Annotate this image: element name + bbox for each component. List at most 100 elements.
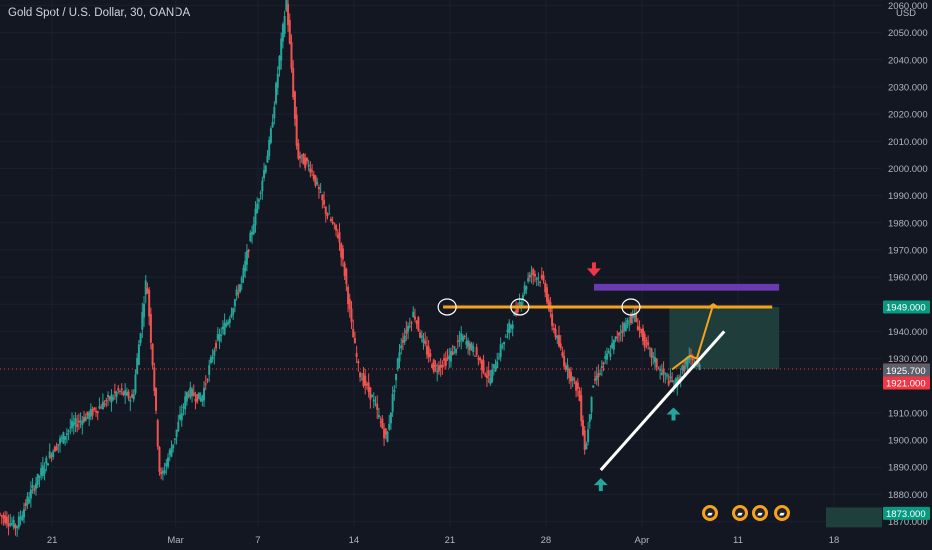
- candle-body: [168, 450, 171, 455]
- candle-body: [206, 379, 209, 381]
- candle-body: [355, 353, 358, 358]
- x-axis-label: 18: [829, 535, 840, 546]
- candle-body: [228, 318, 231, 324]
- candle-body: [540, 274, 543, 279]
- candle-body: [107, 395, 110, 398]
- candle-body: [172, 444, 175, 449]
- candle-body: [221, 326, 224, 330]
- candle-body: [204, 383, 207, 385]
- candle-body: [425, 345, 428, 355]
- candle-body: [480, 359, 483, 370]
- trend-line: [599, 330, 726, 471]
- candle-body: [539, 281, 542, 283]
- candle-body: [275, 83, 278, 104]
- candle-body: [650, 348, 653, 358]
- candle-body: [196, 394, 199, 403]
- candle-body: [38, 476, 41, 478]
- candle-body: [2, 515, 5, 519]
- candle-body: [256, 203, 259, 213]
- candle-body: [127, 391, 130, 399]
- candle-body: [0, 515, 3, 517]
- candle-body: [484, 373, 487, 376]
- candle-body: [419, 332, 422, 338]
- candle-body: [571, 377, 574, 382]
- candle-body: [14, 524, 17, 529]
- candle-body: [86, 411, 89, 416]
- candle-body: [242, 267, 245, 277]
- candle-body: [276, 73, 279, 88]
- candle-body: [331, 221, 334, 224]
- candle-body: [492, 364, 495, 368]
- up-arrow-icon: [666, 407, 681, 421]
- candle-body: [177, 421, 180, 432]
- candle-body: [494, 366, 497, 372]
- candle-body: [293, 91, 296, 119]
- candle-body: [665, 375, 668, 377]
- candle-body: [645, 340, 648, 342]
- candle-body: [281, 24, 284, 42]
- candle-body: [629, 315, 632, 324]
- event-icon-inner: [755, 508, 765, 518]
- candle-body: [158, 446, 161, 472]
- candle-body: [578, 390, 581, 402]
- candle-body: [43, 468, 46, 474]
- candle-body: [326, 214, 329, 217]
- candle-body: [173, 438, 176, 440]
- candle-body: [335, 224, 338, 231]
- candle-body: [283, 16, 286, 35]
- candle-body: [215, 342, 218, 349]
- candle-body: [340, 243, 343, 258]
- candle-body: [124, 390, 127, 396]
- candle-body: [98, 406, 101, 409]
- candle-body: [17, 516, 20, 528]
- candle-body: [521, 295, 524, 300]
- candle-body: [299, 155, 302, 159]
- candle-body: [285, 0, 288, 11]
- candle-body: [408, 326, 411, 328]
- candle-body: [386, 431, 389, 442]
- candle-body: [302, 154, 305, 165]
- price-label-box: [883, 376, 930, 390]
- x-axis-label: Apr: [635, 535, 650, 546]
- candle-body: [528, 274, 531, 278]
- candle-body: [203, 387, 206, 401]
- price-axis-unit: USD: [896, 8, 916, 19]
- candle-body: [139, 333, 142, 344]
- candle-body: [112, 397, 115, 400]
- candle-body: [631, 312, 634, 319]
- candle-body: [623, 322, 626, 332]
- candle-body: [290, 41, 293, 69]
- candle-body: [88, 412, 91, 420]
- candle-body: [628, 324, 631, 326]
- candle-body: [660, 372, 663, 376]
- down-arrow-icon: [586, 262, 601, 277]
- candle-body: [50, 455, 53, 458]
- candle-body: [602, 362, 605, 365]
- candle-body: [544, 282, 547, 293]
- candle-body: [497, 357, 500, 359]
- candle-body: [518, 301, 521, 306]
- candle-body: [542, 275, 545, 281]
- candle-body: [33, 488, 36, 491]
- candle-body: [287, 3, 290, 26]
- y-axis-label: 2020.000: [888, 110, 928, 121]
- candle-body: [443, 358, 446, 361]
- y-axis-label: 1980.000: [888, 218, 928, 229]
- candle-body: [638, 327, 641, 330]
- candle-body: [424, 341, 427, 344]
- candle-body: [314, 175, 317, 186]
- y-axis-label: 1970.000: [888, 245, 928, 256]
- candle-body: [180, 413, 183, 421]
- candle-body: [389, 412, 392, 424]
- candle-body: [592, 385, 595, 388]
- candle-body: [67, 430, 70, 432]
- y-axis-label: 1890.000: [888, 463, 928, 474]
- candle-body: [446, 357, 449, 359]
- projection-path: [671, 303, 715, 371]
- candle-body: [134, 374, 137, 393]
- x-axis-label: 14: [349, 535, 360, 546]
- y-axis-label: 1990.000: [888, 191, 928, 202]
- candle-body: [125, 391, 128, 396]
- y-axis-label: 1940.000: [888, 327, 928, 338]
